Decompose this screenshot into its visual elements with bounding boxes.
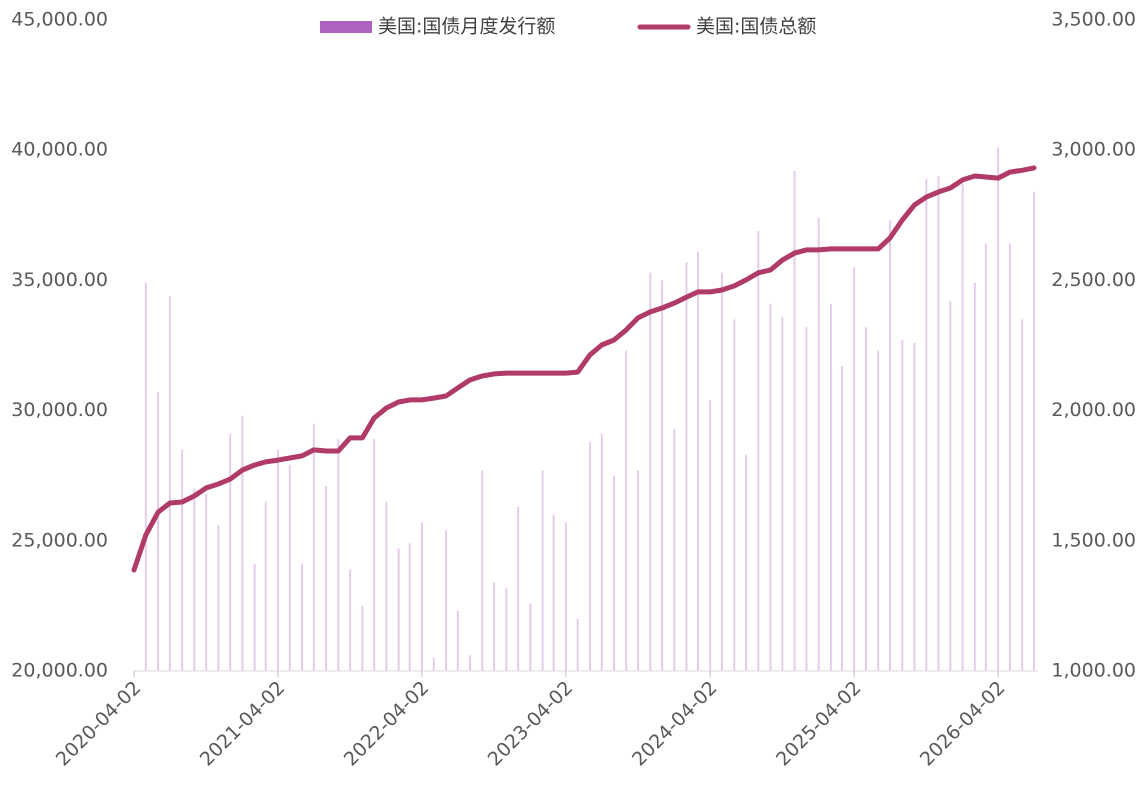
bar: [444, 530, 447, 671]
bar: [733, 319, 736, 671]
x-tick-label: 2023-04-02: [484, 677, 578, 771]
bar: [312, 423, 315, 671]
bar: [625, 350, 628, 671]
bar: [253, 564, 256, 671]
y2-tick-label: 2,500.00: [1051, 269, 1136, 291]
bar: [817, 217, 820, 672]
bar: [913, 342, 916, 671]
bar: [696, 251, 699, 672]
bar: [612, 475, 615, 671]
bar: [241, 415, 244, 671]
bar: [361, 605, 364, 671]
y-tick-label: 30,000.00: [11, 399, 108, 421]
bar: [397, 548, 400, 671]
bar: [661, 280, 664, 671]
y2-tick-label: 1,500.00: [1051, 529, 1136, 551]
bar: [600, 434, 603, 671]
bar: [193, 488, 196, 671]
bar: [721, 272, 724, 671]
bar: [564, 522, 567, 671]
bar: [853, 267, 856, 671]
bar: [649, 272, 652, 671]
bar: [973, 283, 976, 671]
x-tick-label: 2021-04-02: [196, 677, 290, 771]
bar: [757, 230, 760, 671]
legend-label: 美国:国债总额: [696, 16, 816, 38]
bar: [576, 618, 579, 671]
y2-tick-label: 3,000.00: [1051, 139, 1136, 161]
bar: [373, 439, 376, 671]
bar: [408, 543, 411, 671]
bar: [264, 501, 267, 671]
bar: [1008, 243, 1011, 671]
bar: [925, 178, 928, 671]
legend-label: 美国:国债月度发行额: [378, 16, 555, 38]
y-tick-label: 40,000.00: [11, 139, 108, 161]
bar: [432, 657, 435, 671]
bar: [769, 303, 772, 671]
bar: [552, 514, 555, 671]
bar: [301, 564, 304, 671]
bar: [685, 262, 688, 671]
x-tick-label: 2024-04-02: [628, 677, 722, 771]
bar: [588, 441, 591, 671]
bar: [673, 428, 676, 671]
y-tick-label: 45,000.00: [11, 9, 108, 31]
bar: [889, 220, 892, 671]
bar: [168, 296, 171, 671]
line: [131, 165, 1037, 573]
y-tick-label: 25,000.00: [11, 529, 108, 551]
bar: [937, 176, 940, 672]
bar: [493, 582, 496, 671]
bar: [709, 400, 712, 671]
bar: [1033, 191, 1035, 671]
bar: [337, 439, 340, 671]
bar: [288, 465, 291, 671]
bar: [481, 470, 484, 671]
bar: [864, 327, 867, 671]
legend-swatch-bar: [320, 21, 372, 33]
bar: [781, 316, 784, 671]
y-tick-label: 20,000.00: [11, 660, 108, 682]
bar: [276, 449, 279, 671]
bar: [229, 434, 232, 671]
bar: [961, 184, 964, 671]
bar: [877, 350, 880, 671]
bar: [745, 454, 748, 671]
bar: [217, 525, 220, 671]
x-tick-label: 2026-04-02: [916, 677, 1010, 771]
bar: [829, 303, 832, 671]
bar: [505, 587, 508, 671]
x-tick-label: 2022-04-02: [340, 677, 434, 771]
bar: [901, 340, 904, 671]
bar: [157, 392, 160, 671]
y2-tick-label: 2,000.00: [1051, 399, 1136, 421]
bar: [840, 366, 843, 671]
bar: [469, 655, 472, 671]
bar: [385, 501, 388, 671]
bar: [1021, 319, 1024, 671]
x-tick-label: 2020-04-02: [52, 677, 146, 771]
bar: [420, 522, 423, 671]
bar: [325, 486, 328, 671]
bar: [529, 603, 532, 671]
bar: [456, 611, 459, 671]
bar: [541, 470, 544, 671]
bar: [805, 327, 808, 671]
bar: [517, 506, 520, 671]
y-tick-label: 35,000.00: [11, 269, 108, 291]
bar: [181, 449, 184, 671]
bar: [984, 243, 987, 671]
bar: [949, 301, 952, 671]
y2-tick-label: 3,500.00: [1051, 9, 1136, 31]
y2-tick-label: 1,000.00: [1051, 660, 1136, 682]
bar: [637, 470, 640, 671]
bar: [793, 171, 796, 672]
x-tick-label: 2025-04-02: [772, 677, 866, 771]
bar: [997, 147, 1000, 671]
bar: [349, 569, 352, 671]
bar: [205, 493, 208, 671]
bar: [144, 283, 147, 671]
